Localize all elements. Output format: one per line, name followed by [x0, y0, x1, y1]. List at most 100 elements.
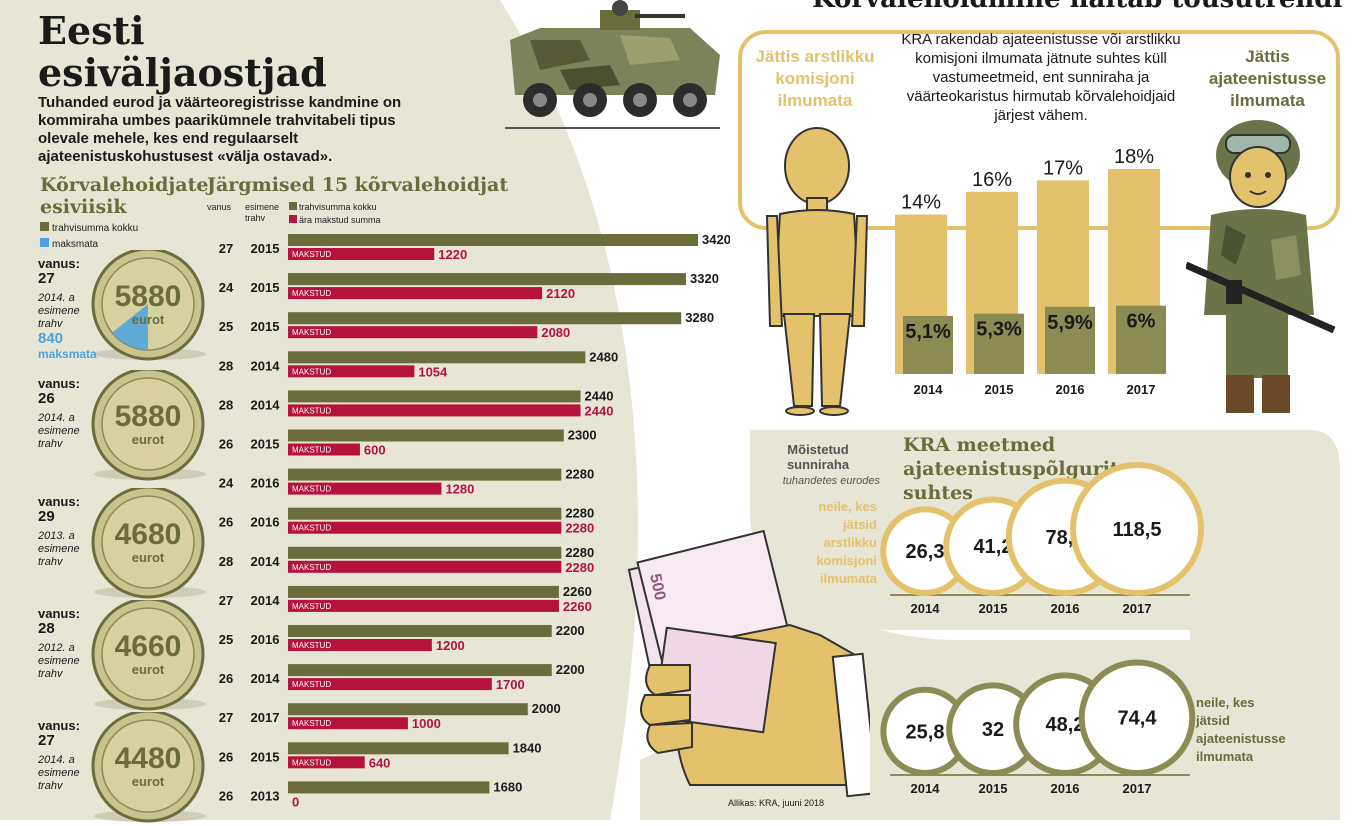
bar-paid: [288, 717, 408, 730]
trend-label-arst: 16%: [972, 169, 1012, 191]
coin-age-label: vanus:: [38, 606, 80, 621]
bubble-label: 25,8: [906, 721, 945, 743]
row-first-fine: 2015: [251, 749, 280, 764]
bar-paid: [288, 287, 543, 300]
bar-total-label: 2260: [563, 584, 592, 599]
label-jattis-ajat: Jättis ajateenistusse ilmumata: [1208, 47, 1327, 110]
row-first-fine: 2015: [251, 280, 280, 295]
bubble-year-label: 2015: [979, 601, 1008, 616]
coin-note: 2012. a esimene trahv: [38, 642, 80, 680]
row-age: 24: [219, 476, 234, 491]
col-age-header: vanus: [207, 202, 232, 212]
fines-bar-chart: 27 2015 3420 MAKSTUD 1220 24 2015 3320 MAKSTUD 21…: [219, 232, 730, 809]
sunniraha-bubble-chart: 26,3201441,2201578,62016118,5201725,8201…: [880, 462, 1204, 796]
group2-label: neile, kes jätsid ajateenistusse ilmumat…: [1196, 695, 1286, 764]
bar-total-label: 2280: [565, 506, 594, 521]
bar-paid-label: 640: [369, 755, 391, 770]
bar-total: [288, 390, 581, 403]
bubble-label: 32: [982, 719, 1004, 741]
bar-paid-tag: MAKSTUD: [292, 289, 331, 298]
bar-paid-label: 1054: [418, 364, 448, 379]
trend-label-arst: 18%: [1114, 146, 1154, 168]
coin-unit: eurot: [132, 312, 165, 327]
bar-total: [288, 742, 509, 755]
svg-text:500: 500: [646, 572, 668, 602]
trend-bar-ajat: [903, 315, 953, 374]
bubble-year-label: 2017: [1123, 601, 1152, 616]
source-note: Allikas: KRA, juuni 2018: [728, 798, 825, 808]
bar-paid-label: 1220: [438, 247, 467, 262]
left-header: Kõrvalehoidjate esiviisik: [40, 174, 209, 218]
bar-total-label: 3320: [690, 271, 719, 286]
bar-paid-label: 2280: [565, 560, 594, 575]
row-first-fine: 2014: [251, 671, 281, 686]
label-jattis-arst: Jättis arstlikku komisjoni ilmumata: [755, 47, 875, 110]
legend-unpaid-label: maksmata: [52, 239, 99, 250]
trend-year-label: 2015: [985, 382, 1014, 397]
row-age: 28: [219, 358, 233, 373]
bar-paid-tag: MAKSTUD: [292, 328, 331, 337]
coin-amount: 5880: [115, 280, 182, 313]
left-legend-unpaid: maksmata: [40, 238, 98, 250]
row-first-fine: 2016: [251, 476, 280, 491]
bubble-label: 41,2: [974, 536, 1013, 558]
row-first-fine: 2014: [251, 358, 281, 373]
bars-swatch-total: [289, 202, 297, 210]
trend-year-label: 2017: [1127, 382, 1156, 397]
bubble-label: 26,3: [906, 541, 945, 563]
bar-total: [288, 273, 687, 286]
bar-total: [288, 507, 562, 520]
coin-age: 27: [38, 732, 55, 749]
money-hand-icon: 500: [627, 529, 870, 798]
bar-paid-label: 2260: [563, 599, 592, 614]
bubble: [1070, 462, 1204, 596]
bar-total-label: 2280: [565, 545, 594, 560]
legend-swatch-unpaid: [40, 238, 49, 247]
row-age: 28: [219, 554, 233, 569]
bar-paid: [288, 248, 435, 260]
bar-total-label: 3420: [702, 232, 730, 247]
bar-total: [288, 429, 564, 442]
row-first-fine: 2017: [251, 710, 280, 725]
bar-paid-tag: MAKSTUD: [292, 446, 331, 455]
row-age: 27: [219, 241, 233, 256]
bubble-year-label: 2014: [911, 781, 941, 796]
bar-paid: [288, 521, 562, 534]
bubble-label: 48,2: [1046, 714, 1085, 736]
coin-amount: 5880: [115, 400, 182, 433]
trend-label-ajat: 5,9%: [1047, 312, 1093, 334]
col-first-header: esimene trahv: [245, 202, 280, 223]
row-first-fine: 2014: [251, 554, 281, 569]
coin-amount: 4660: [115, 630, 182, 663]
bar-paid-label: 2440: [585, 403, 614, 418]
row-age: 28: [219, 397, 233, 412]
bar-paid: [288, 756, 365, 769]
legend-total-label: trahvisumma kokku: [52, 223, 139, 234]
bubble: [1078, 659, 1196, 777]
bar-paid-label: 0: [292, 794, 299, 809]
bar-total-label: 1840: [513, 740, 542, 755]
left-legend-total: trahvisumma kokku: [40, 222, 138, 234]
row-age: 26: [219, 749, 233, 764]
coin-unit: eurot: [132, 432, 165, 447]
row-age: 24: [219, 280, 234, 295]
bar-paid: [288, 326, 538, 339]
measures-title: KRA meetmed ajateenistuspõlgurite suhtes: [903, 434, 1131, 504]
bar-paid-tag: MAKSTUD: [292, 680, 331, 689]
trend-bar-ajat: [1116, 305, 1166, 374]
bar-total: [288, 703, 528, 716]
bar-total-label: 2480: [589, 349, 618, 364]
trend-label-ajat: 6%: [1127, 311, 1156, 333]
coin-age-label: vanus:: [38, 494, 80, 509]
row-age: 27: [219, 593, 233, 608]
coin-note: 2013. a esimene trahv: [38, 530, 80, 568]
bar-paid-label: 1700: [496, 677, 525, 692]
row-first-fine: 2016: [251, 515, 280, 530]
row-age: 25: [219, 632, 233, 647]
bar-total: [288, 585, 559, 598]
bar-paid: [288, 482, 442, 495]
coin-age-label: vanus:: [38, 376, 80, 391]
bar-total-label: 2440: [585, 388, 614, 403]
